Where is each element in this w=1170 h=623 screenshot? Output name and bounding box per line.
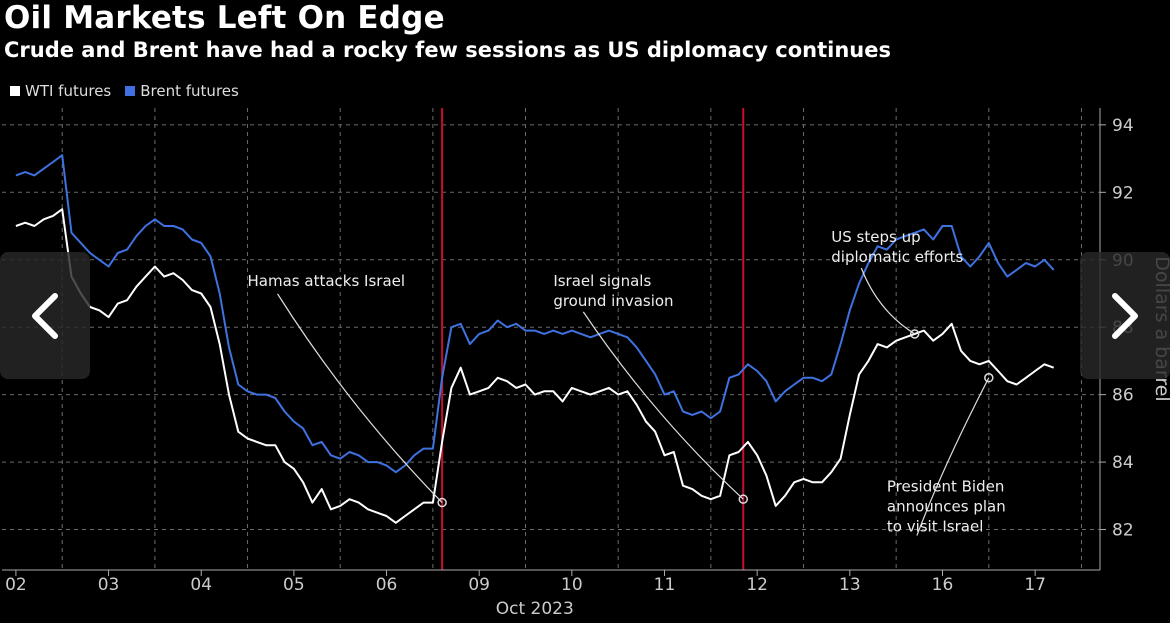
series-line-brent (15, 154, 1055, 474)
legend-swatch-wti (10, 86, 20, 96)
annotation-connector (860, 267, 916, 335)
x-tick-label: 09 (468, 575, 490, 595)
x-tick-label: 03 (98, 575, 120, 595)
annotation-label: Hamas attacks Israel (248, 272, 406, 290)
annotation-marker (984, 373, 994, 383)
chevron-left-icon (32, 292, 58, 339)
annotation-marker (909, 329, 920, 339)
y-tick-label: 82 (1112, 521, 1134, 541)
legend-item-wti: WTI futures (10, 82, 111, 100)
y-tick-label: 92 (1112, 183, 1134, 203)
x-tick-label: 12 (746, 575, 768, 595)
chart-title: Oil Markets Left On Edge (4, 0, 445, 36)
legend-item-brent: Brent futures (125, 82, 239, 100)
chart-series (15, 154, 1055, 524)
x-tick-label: 17 (1024, 575, 1046, 595)
annotation-connector (277, 293, 443, 503)
chart-axes: 94929088868482020304050609101112131617Oc… (2, 108, 1170, 619)
chart-subtitle: Crude and Brent have had a rocky few ses… (4, 38, 891, 62)
y-tick-label: 84 (1112, 453, 1134, 473)
annotation-connector (916, 377, 990, 536)
next-slide-button[interactable] (1080, 252, 1170, 379)
chevron-right-icon (1112, 292, 1138, 339)
annotation-label: Israel signals (553, 272, 651, 290)
annotation-marker (738, 494, 749, 504)
chart-legend: WTI futures Brent futures (10, 82, 239, 100)
annotation-label: ground invasion (553, 292, 673, 310)
annotation-label: President Biden (887, 478, 1004, 496)
legend-swatch-brent (125, 86, 136, 96)
y-tick-label: 86 (1112, 386, 1134, 406)
x-tick-label: 06 (376, 575, 398, 595)
x-axis-label: Oct 2023 (496, 599, 574, 619)
chart-annotations: Hamas attacks Israel Israel signals ground… (248, 228, 1006, 536)
annotation-marker (437, 497, 447, 508)
annotation-label: to visit Israel (887, 518, 984, 536)
annotation-label: announces plan (887, 498, 1006, 516)
series-line-wti (15, 208, 1055, 524)
annotation-label: US steps up (831, 228, 920, 246)
x-tick-label: 05 (283, 575, 305, 595)
annotation-label: diplomatic efforts (831, 248, 963, 266)
y-tick-label: 94 (1112, 116, 1134, 136)
prev-slide-button[interactable] (0, 252, 90, 379)
x-tick-label: 13 (839, 575, 861, 595)
x-tick-label: 16 (932, 575, 954, 595)
legend-label-brent: Brent futures (140, 82, 239, 100)
event-lines (441, 108, 745, 570)
legend-label-wti: WTI futures (25, 82, 112, 100)
x-tick-label: 02 (5, 575, 27, 595)
annotation-connector (582, 311, 744, 500)
x-tick-label: 04 (190, 575, 212, 595)
x-tick-label: 10 (561, 575, 583, 595)
x-tick-label: 11 (654, 575, 676, 595)
